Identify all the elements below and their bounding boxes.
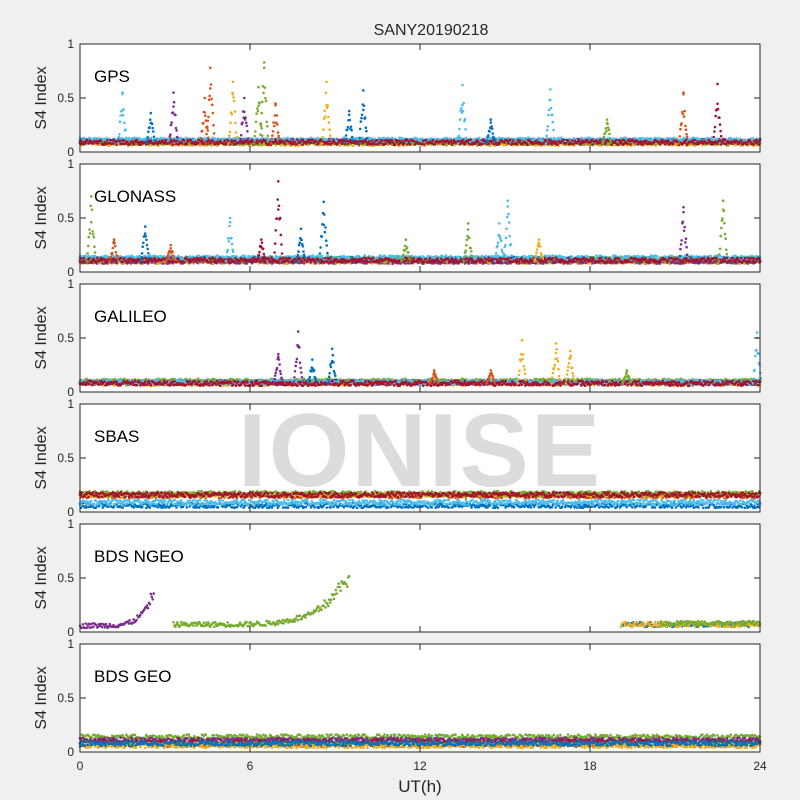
chart-title: SANY20190218 [374, 22, 489, 39]
plot-area [80, 44, 760, 152]
s4-index-figure: SANY20190218 GPS00.51S4 IndexGLONASS00.5… [0, 0, 800, 800]
